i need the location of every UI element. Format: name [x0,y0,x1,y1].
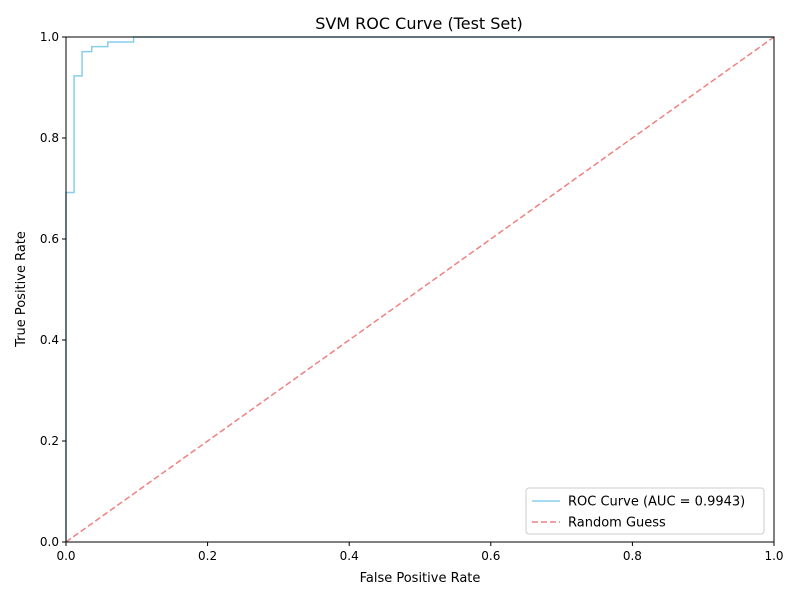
y-tick-label: 0.6 [40,232,59,246]
x-tick-label: 0.0 [56,549,75,563]
x-tick-label: 0.8 [623,549,642,563]
x-axis-ticks: 0.0 0.2 0.4 0.6 0.8 1.0 [56,542,784,563]
roc-curve-line [65,36,774,542]
legend-label: ROC Curve (AUC = 0.9943) [568,495,745,510]
y-tick-label: 1.0 [40,30,59,44]
x-axis-label: False Positive Rate [360,571,481,586]
legend-label: Random Guess [568,516,666,531]
x-tick-label: 0.4 [340,549,359,563]
random-guess-line [65,36,775,543]
x-tick-label: 1.0 [764,549,783,563]
chart-title: SVM ROC Curve (Test Set) [315,14,523,33]
y-axis-label: True Positive Rate [14,231,29,348]
x-tick-label: 0.2 [198,549,217,563]
x-tick-label: 0.6 [481,549,500,563]
y-tick-label: 0.2 [40,434,59,448]
legend: ROC Curve (AUC = 0.9943) Random Guess [525,487,765,535]
y-tick-label: 0.8 [40,131,59,145]
y-tick-label: 0.0 [40,535,59,549]
legend-box [525,487,765,535]
y-tick-label: 0.4 [40,333,59,347]
y-axis-ticks: 0.0 0.2 0.4 0.6 0.8 1.0 [40,30,66,549]
plot-frame [65,36,775,543]
plot-area [65,36,775,543]
